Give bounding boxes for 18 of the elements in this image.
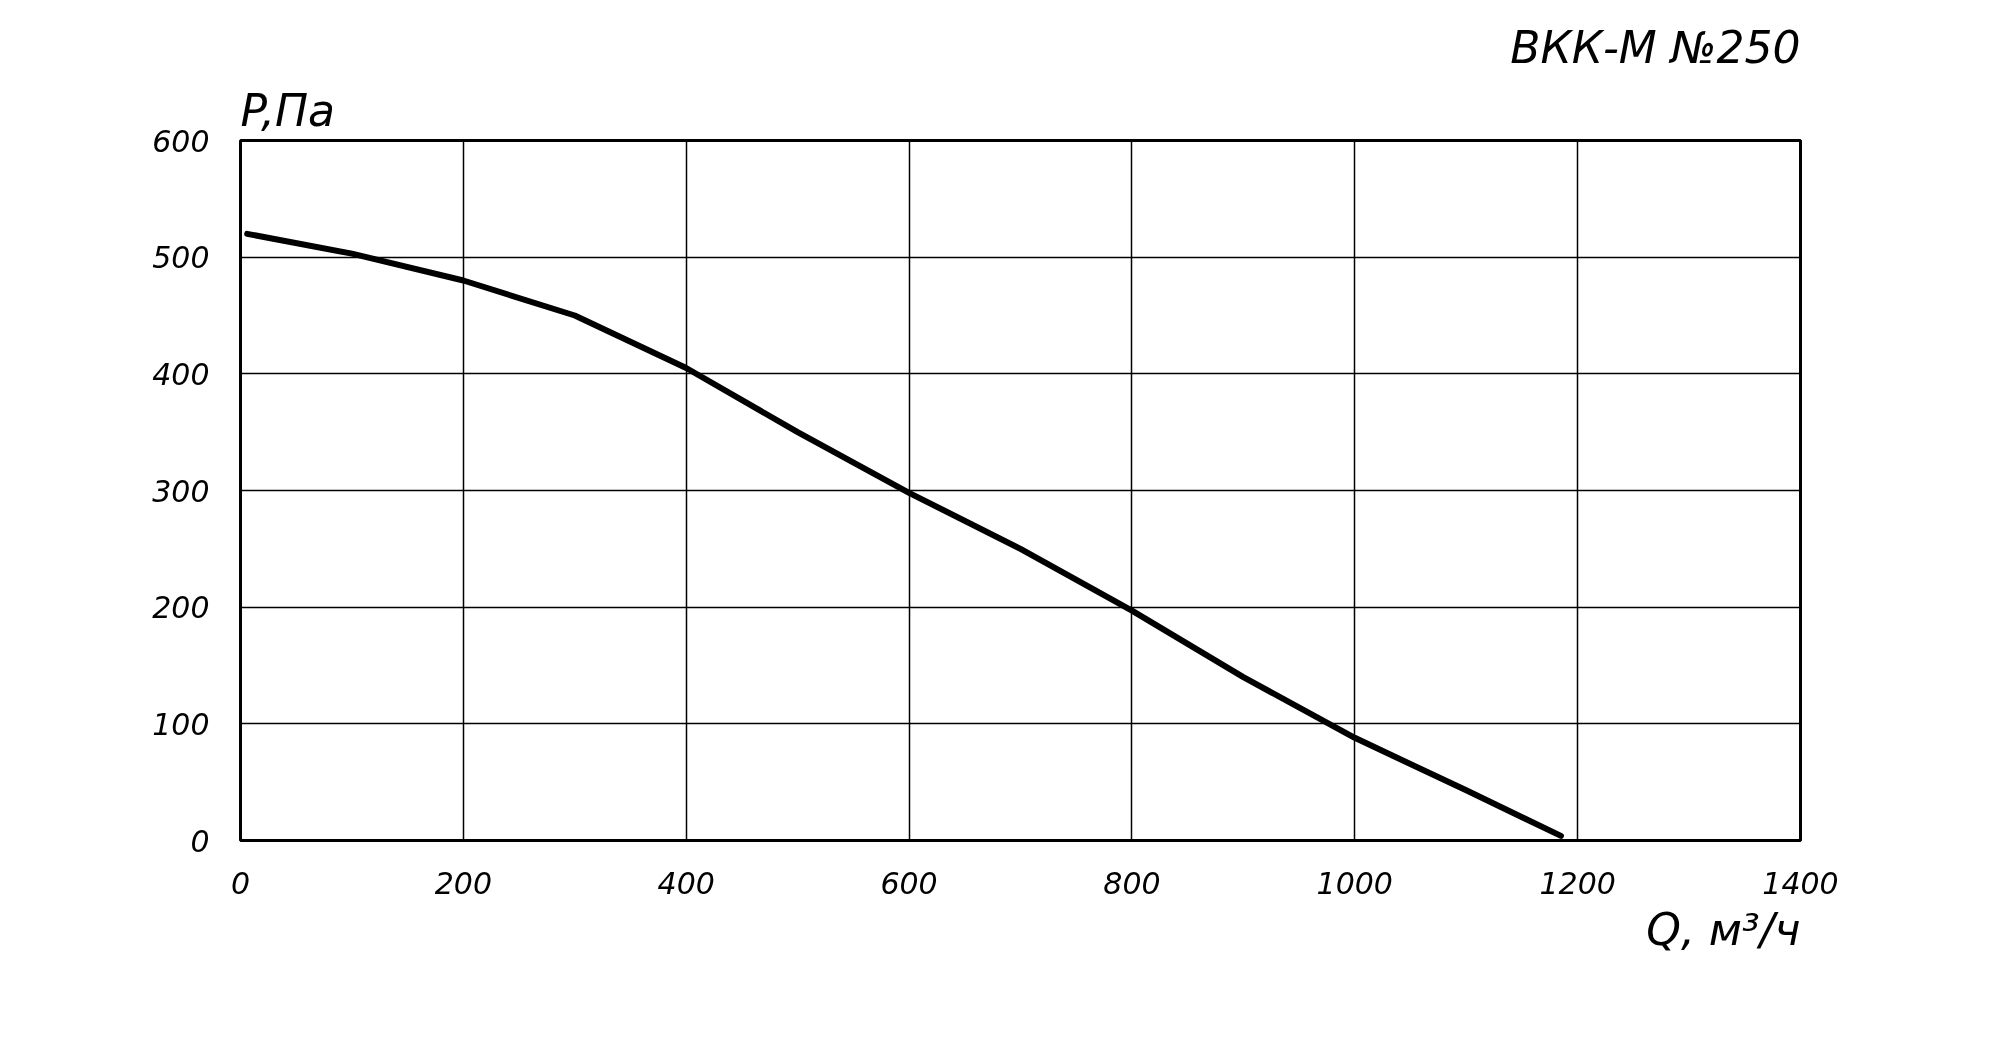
y-tick-label: 600 bbox=[152, 123, 210, 159]
x-axis-title: Q, м³/ч bbox=[1646, 903, 1801, 955]
y-tick-label: 0 bbox=[190, 823, 210, 859]
x-tick-label: 1000 bbox=[1316, 865, 1393, 901]
x-tick-label: 600 bbox=[880, 865, 938, 901]
y-axis-title: P,Па bbox=[240, 84, 336, 136]
x-tick-label: 800 bbox=[1103, 865, 1161, 901]
y-tick-label: 500 bbox=[152, 240, 210, 276]
x-tick-label: 1400 bbox=[1762, 865, 1839, 901]
chart-title: ВКК-М №250 bbox=[1510, 21, 1801, 73]
y-tick-label: 100 bbox=[152, 706, 210, 742]
y-tick-label: 200 bbox=[152, 590, 210, 626]
y-tick-label: 300 bbox=[152, 473, 210, 509]
x-tick-label: 0 bbox=[230, 865, 251, 901]
y-tick-label: 400 bbox=[152, 356, 210, 392]
x-tick-label: 200 bbox=[434, 865, 492, 901]
x-tick-label: 400 bbox=[657, 865, 715, 901]
x-tick-label: 1200 bbox=[1539, 865, 1616, 901]
